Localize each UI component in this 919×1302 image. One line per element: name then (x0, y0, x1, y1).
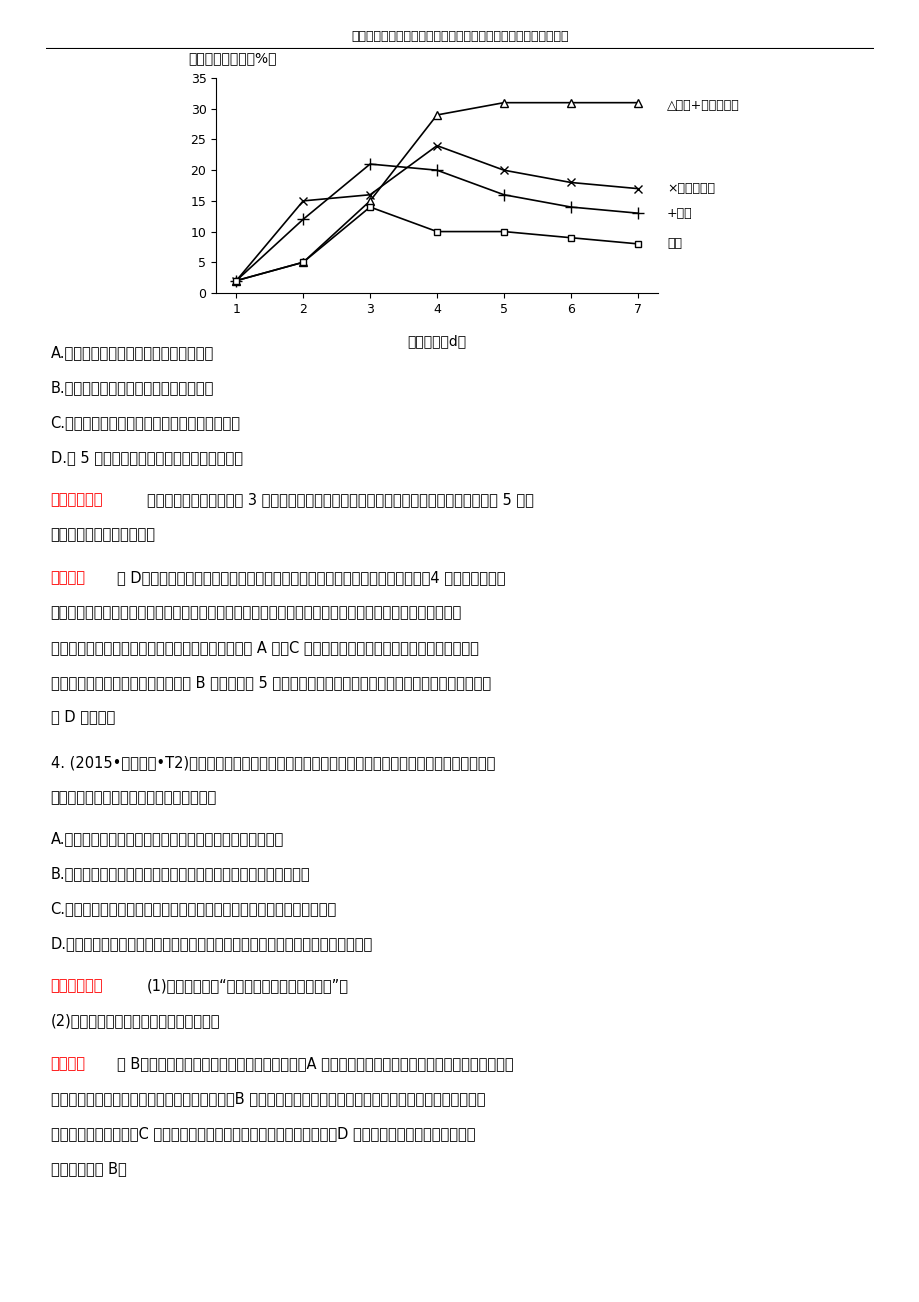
Text: 4. (2015•重庆高考•T2)我国古代劳动人民积累的丰富农业生产经验，至今许多仍在实践中应用。下列叙: 4. (2015•重庆高考•T2)我国古代劳动人民积累的丰富农业生产经验，至今许… (51, 755, 494, 769)
Text: 萄糖，葡萄糖是细胞呼吸的底物，故 B 项正确；第 5 天清水组鲜重累积增加率最低，那么脆落酸的含量最高，: 萄糖，葡萄糖是细胞呼吸的底物，故 B 项正确；第 5 天清水组鲜重累积增加率最低… (51, 674, 490, 690)
Text: 清水: 清水 (666, 237, 681, 250)
Text: 细胞分裂素的鲜重累积增加率都比对照组（清水）高，同时添加蔗糖和细胞分裂素的更高，说明蔗糖和细胞: 细胞分裂素的鲜重累积增加率都比对照组（清水）高，同时添加蔗糖和细胞分裂素的更高，… (51, 605, 461, 620)
Text: 鲜重累积增加率（%）: 鲜重累积增加率（%） (188, 51, 277, 65)
Text: 故 D 项错误。: 故 D 项错误。 (51, 710, 115, 725)
Text: (2)关键知识：生长素和乙烯的生理作用。: (2)关键知识：生长素和乙烯的生理作用。 (51, 1013, 220, 1029)
Text: 述与植物激素作用无直接关系的是（　　）: 述与植物激素作用无直接关系的是（ ） (51, 790, 217, 805)
Text: A.适时打顶去心，可促棉株开花结实。（据《农桑辑要》）: A.适时打顶去心，可促棉株开花结实。（据《农桑辑要》） (51, 831, 284, 846)
Text: B.肥田之法，种绿豆最佳，小豆、苝麻次之。（据《齐民要术》）: B.肥田之法，种绿豆最佳，小豆、苝麻次之。（据《齐民要术》） (51, 866, 310, 881)
Text: 瓶插时间（d）: 瓶插时间（d） (407, 335, 466, 349)
Text: ×细胞分裂素: ×细胞分裂素 (666, 182, 714, 195)
Text: 【解题指南】: 【解题指南】 (51, 979, 103, 993)
Text: D.新携未熟红柿，每篹放木瓜两三枚，得气即发，温味尽失。（据《格物粗谈》）: D.新携未熟红柿，每篹放木瓜两三枚，得气即发，温味尽失。（据《格物粗谈》） (51, 936, 372, 950)
Text: 鲜重累积增加率开始下降。: 鲜重累积增加率开始下降。 (51, 527, 155, 543)
Text: 最新学习考试资料试卷件及海量高中、初中教学课尽在金锄头文库: 最新学习考试资料试卷件及海量高中、初中教学课尽在金锄头文库 (351, 30, 568, 43)
Text: 柿成熟。故选 B。: 柿成熟。故选 B。 (51, 1161, 126, 1176)
Text: A.蔗糖和细胞分裂素都有延缓衰败的作用: A.蔗糖和细胞分裂素都有延缓衰败的作用 (51, 345, 213, 361)
Text: 图示信息：在清水中到第 3 天后，鲜重累积增加率开始下降；在蔗糖、细胞分裂素中，第 5 天后: 图示信息：在清水中到第 3 天后，鲜重累积增加率开始下降；在蔗糖、细胞分裂素中，… (147, 492, 534, 508)
Text: B.蔗糖可为花的呼吸作用提供更多的底物: B.蔗糖可为花的呼吸作用提供更多的底物 (51, 380, 214, 395)
Text: 【解题指南】: 【解题指南】 (51, 492, 103, 508)
Text: 选 D。本题主要考查蔗糖与细胞分裂素对插花衰败的影响。分析坐标曲线可知，4 天后加入蔗糖或: 选 D。本题主要考查蔗糖与细胞分裂素对插花衰败的影响。分析坐标曲线可知，4 天后… (117, 570, 505, 585)
Text: 激素作用无直接关系。C 项，根茌部位可产生生长素，促进植株的生长。D 项，利用木瓜产生的乙烯促进红: 激素作用无直接关系。C 项，根茌部位可产生生长素，促进植株的生长。D 项，利用木… (51, 1126, 474, 1141)
Text: C.正月种白稻，五月收获后，根茌长新稻，九月又成熟。（据《广志》）: C.正月种白稻，五月收获后，根茌长新稻，九月又成熟。（据《广志》） (51, 901, 336, 917)
Text: C.同时添加蔗糖和细胞分裂素更有利于插花保鲜: C.同时添加蔗糖和细胞分裂素更有利于插花保鲜 (51, 415, 241, 430)
Text: D.第 5 天花中脆落酸的含量应该是清水组最低: D.第 5 天花中脆落酸的含量应该是清水组最低 (51, 449, 243, 465)
Text: 部位生长素的浓度以生出更多的俧芽开花结实。B 项，豆科植物如绿豆与根瘀菌互利共生，可固氮肥田，与植物: 部位生长素的浓度以生出更多的俧芽开花结实。B 项，豆科植物如绿豆与根瘀菌互利共生… (51, 1091, 484, 1107)
Text: 选 B。本题考查植物激素在农业生产中的应用。A 项，适时打顶去心，可解除顶端优势，即降低俧芽: 选 B。本题考查植物激素在农业生产中的应用。A 项，适时打顶去心，可解除顶端优势… (117, 1056, 513, 1072)
Text: △蔗糖+细胞分裂素: △蔗糖+细胞分裂素 (666, 99, 739, 112)
Text: (1)题干关键词：“与植物激素作用无直接关系”。: (1)题干关键词：“与植物激素作用无直接关系”。 (147, 979, 349, 993)
Text: 【解析】: 【解析】 (51, 570, 85, 585)
Text: +蔗糖: +蔗糖 (666, 207, 692, 220)
Text: 【解析】: 【解析】 (51, 1056, 85, 1072)
Text: 分裂素都有延缓衰败的作用，同时添加效果更好，故 A 项、C 项正确。蔗糖被细胞吸收后可转化成果糖和葡: 分裂素都有延缓衰败的作用，同时添加效果更好，故 A 项、C 项正确。蔗糖被细胞吸… (51, 639, 478, 655)
